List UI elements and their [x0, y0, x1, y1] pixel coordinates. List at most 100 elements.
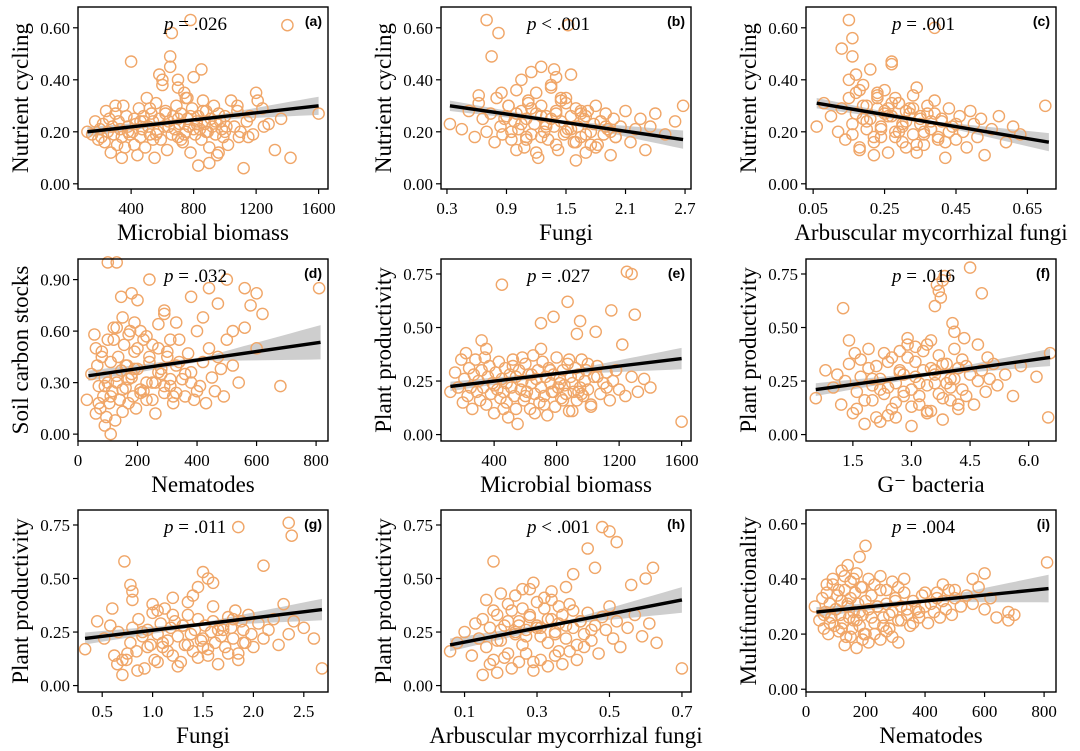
data-point: [221, 138, 235, 152]
data-point: [966, 597, 980, 611]
data-point: [237, 161, 250, 175]
data-point: [562, 353, 576, 366]
data-point: [928, 299, 942, 313]
data-point: [185, 102, 199, 115]
data-point: [942, 102, 956, 115]
data-point: [609, 363, 623, 377]
data-point: [262, 623, 275, 637]
data-point: [128, 345, 141, 359]
x-axis-label: Microbial biomass: [480, 472, 652, 497]
data-point: [849, 68, 863, 81]
data-point: [177, 128, 191, 141]
data-point: [928, 363, 942, 377]
data-point: [122, 372, 135, 386]
panel-tag: (a): [305, 13, 322, 29]
data-point: [559, 580, 573, 594]
data-point: [675, 662, 689, 675]
p-value-annotation: p = .001: [890, 14, 955, 35]
data-point: [559, 387, 573, 401]
y-tick-label: 0.50: [403, 570, 433, 589]
data-point: [552, 600, 566, 613]
data-point: [971, 338, 985, 351]
data-point: [566, 404, 579, 418]
data-point: [181, 347, 195, 360]
data-point: [864, 63, 877, 76]
data-point: [525, 65, 538, 79]
x-axis-label: Nematodes: [151, 472, 255, 497]
data-point: [856, 633, 869, 646]
data-point: [932, 387, 946, 401]
y-tick-label: 0.00: [40, 425, 70, 444]
data-point: [125, 286, 138, 300]
data-point: [206, 576, 220, 590]
data-point: [458, 625, 471, 639]
data-point: [163, 333, 177, 347]
x-tick-label: 1600: [665, 451, 699, 470]
data-point: [850, 641, 863, 655]
y-tick-label: 0.20: [768, 625, 798, 644]
x-tick-label: 0.1: [454, 702, 475, 721]
data-point: [585, 634, 598, 647]
data-point: [490, 666, 504, 680]
data-point: [114, 290, 128, 304]
data-point: [163, 50, 177, 63]
data-point: [860, 115, 874, 128]
data-point: [152, 317, 165, 331]
data-point: [545, 593, 558, 607]
data-point: [220, 333, 234, 347]
data-point: [897, 385, 911, 399]
x-tick-label: 0.45: [941, 199, 971, 218]
data-point: [242, 608, 255, 622]
data-point: [948, 583, 962, 597]
data-point: [634, 112, 647, 126]
data-point: [488, 135, 501, 149]
data-point: [178, 367, 192, 381]
data-point: [893, 344, 907, 358]
data-point: [118, 555, 131, 568]
data-point: [881, 146, 895, 159]
data-point: [858, 417, 871, 431]
data-point: [505, 125, 518, 139]
y-tick-label: 0.00: [40, 175, 70, 194]
data-point: [89, 341, 103, 355]
p-value-annotation: p = .027: [525, 266, 590, 287]
x-tick-label: 800: [544, 451, 570, 470]
data-point: [920, 338, 934, 351]
data-point: [849, 86, 863, 100]
data-point: [846, 406, 860, 420]
data-point: [483, 621, 497, 635]
data-point: [537, 398, 551, 411]
data-point: [591, 138, 605, 152]
data-point: [511, 417, 524, 431]
data-point: [903, 619, 917, 633]
data-point: [576, 389, 590, 403]
data-point: [122, 328, 135, 341]
data-point: [494, 120, 507, 133]
data-point: [921, 616, 935, 630]
data-point: [853, 83, 866, 97]
data-point: [599, 107, 613, 120]
data-point: [231, 99, 244, 113]
data-point: [584, 400, 598, 414]
data-point: [527, 576, 540, 590]
y-tick-label: 0.00: [40, 677, 70, 696]
data-point: [143, 102, 157, 115]
data-point: [569, 154, 583, 167]
data-point: [899, 104, 913, 118]
data-point: [831, 368, 844, 381]
data-point: [892, 125, 906, 139]
x-tick-label: 1.0: [142, 702, 163, 721]
p-value-annotation: p = .004: [890, 517, 955, 538]
data-point: [132, 612, 145, 626]
data-point: [920, 406, 934, 420]
y-tick-label: 0.00: [768, 680, 798, 699]
data-point: [591, 370, 604, 384]
data-point: [226, 324, 240, 338]
data-point: [862, 603, 875, 616]
data-point: [257, 632, 270, 645]
data-point: [901, 338, 914, 351]
data-point: [954, 600, 968, 613]
data-point: [924, 334, 938, 347]
data-point: [505, 133, 518, 146]
data-point: [984, 591, 997, 605]
